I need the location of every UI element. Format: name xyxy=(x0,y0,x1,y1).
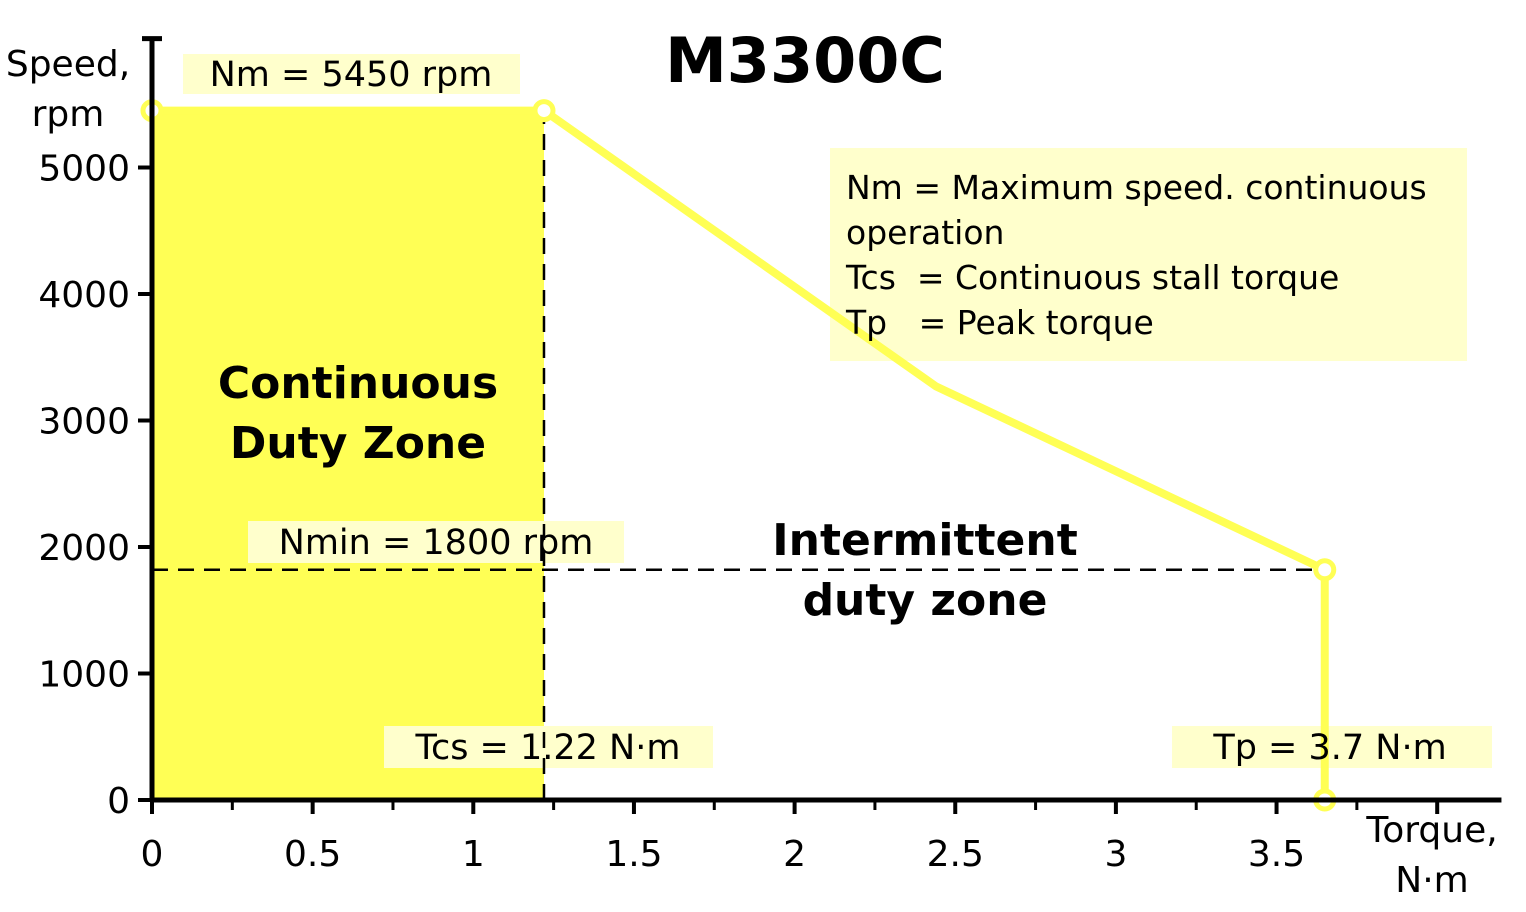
continuous-zone-label-line1: Continuous xyxy=(218,358,498,409)
nm-annotation: Nm = 5450 rpm xyxy=(210,55,493,95)
y-tick-label-3: 3000 xyxy=(38,402,130,443)
continuous-duty-zone-area xyxy=(152,110,544,800)
tcs-annotation: Tcs = 1.22 N·m xyxy=(415,728,681,768)
x-tick-label-6: 3 xyxy=(1104,834,1127,875)
y-tick-label-0: 0 xyxy=(107,781,130,822)
nm-callout-box xyxy=(183,54,520,94)
x-tick-label-1: 0.5 xyxy=(284,834,341,875)
series-point-3 xyxy=(1313,558,1337,582)
intermittent-zone-label-line1: Intermittent xyxy=(772,515,1077,566)
y-axis-title-line1: Speed, xyxy=(6,44,130,85)
x-tick-label-5: 2.5 xyxy=(927,834,984,875)
y-tick-label-4: 4000 xyxy=(38,275,130,316)
y-tick-label-1: 1000 xyxy=(38,655,130,696)
tp-callout-box xyxy=(1172,726,1492,768)
tcs-callout-box xyxy=(384,726,713,768)
series-line-0 xyxy=(152,106,1329,800)
y-axis-ticks: 0 1000 2000 3000 4000 5000 xyxy=(38,149,152,822)
x-tick-label-7: 3.5 xyxy=(1248,834,1305,875)
x-axis-title-line2: N·m xyxy=(1395,860,1468,901)
series-point-1 xyxy=(532,99,556,123)
nmin-annotation: Nmin = 1800 rpm xyxy=(279,523,594,563)
legend-line-nm: Nm = Maximum speed. continuous xyxy=(846,168,1427,207)
x-axis-title-line1: Torque, xyxy=(1365,810,1497,851)
y-axis-title-line2: rpm xyxy=(32,94,105,135)
series-group xyxy=(140,99,1337,812)
intermittent-zone-label-line2: duty zone xyxy=(803,575,1048,626)
x-axis-ticks: 0 0.5 1 1.5 2 2.5 3 3.5 xyxy=(141,800,1440,875)
x-tick-label-4: 2 xyxy=(783,834,806,875)
legend-line-operation: operation xyxy=(846,213,1004,252)
chart-title: M3300C xyxy=(665,24,945,97)
x-tick-label-0: 0 xyxy=(141,834,164,875)
nmin-callout-box xyxy=(248,521,624,563)
tp-annotation: Tp = 3.7 N·m xyxy=(1212,728,1446,768)
continuous-zone-label-line2: Duty Zone xyxy=(230,418,486,469)
legend-line-tp: Tp = Peak torque xyxy=(845,303,1154,342)
y-tick-label-5: 5000 xyxy=(38,149,130,190)
x-tick-label-3: 1.5 xyxy=(605,834,662,875)
legend-line-tcs: Tcs = Continuous stall torque xyxy=(845,258,1339,297)
y-tick-label-2: 2000 xyxy=(38,528,130,569)
reference-lines xyxy=(152,110,1325,800)
legend-box xyxy=(830,148,1467,361)
x-tick-label-2: 1 xyxy=(462,834,485,875)
